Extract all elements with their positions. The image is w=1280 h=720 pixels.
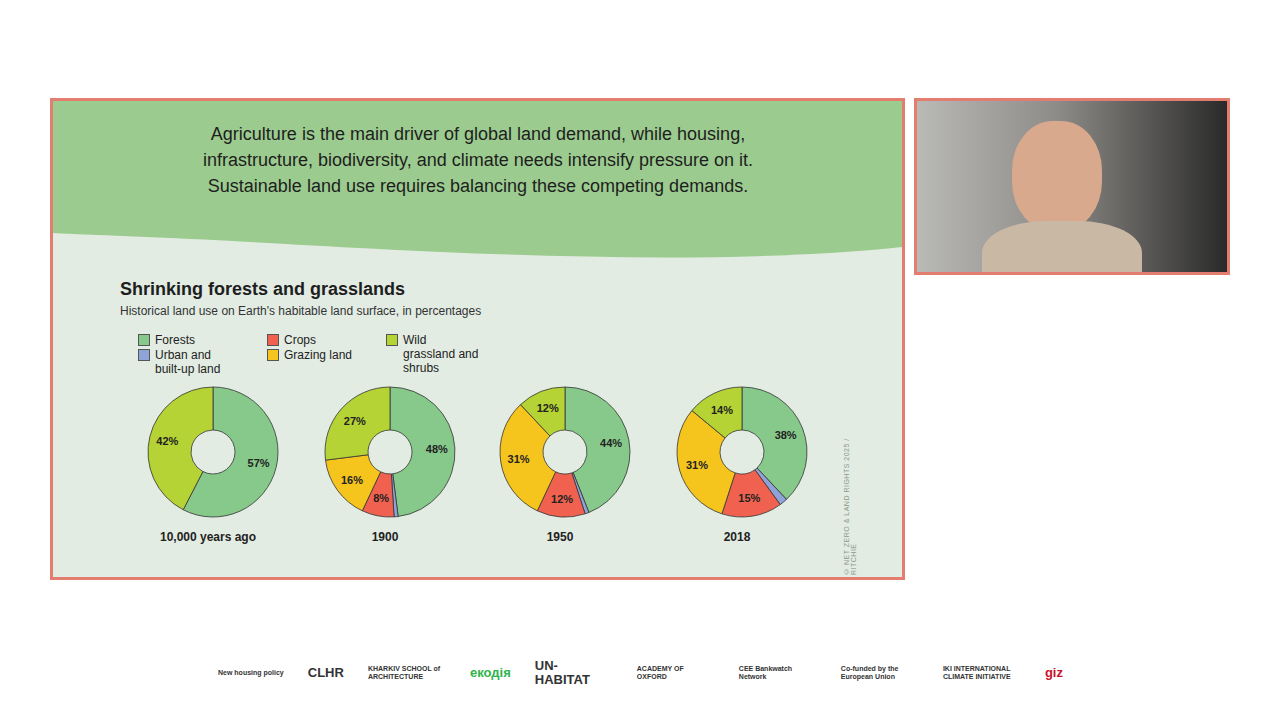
- svg-text:12%: 12%: [551, 493, 573, 505]
- html-text:екодія: екодія: [469, 665, 511, 680]
- html-text:1950: 1950: [546, 530, 574, 544]
- svg-text:57%: 57%: [248, 457, 270, 469]
- html-text:CLHR: CLHR: [307, 665, 344, 680]
- html-text:UN-HABITAT: UN-HABITAT: [534, 658, 590, 687]
- html-text:Crops: Crops: [284, 333, 316, 347]
- html-text:KHARKIV SCHOOL of ARCHITECTURE: KHARKIV SCHOOL of ARCHITECTURE: [367, 665, 441, 680]
- svg-text:48%: 48%: [426, 443, 448, 455]
- html-text:© NET ZERO & LAND RIGHTS 2025: © NET ZERO & LAND RIGHTS 2025 / RITCHIE: [843, 438, 857, 575]
- html-text:giz: giz: [1044, 665, 1063, 680]
- html-text:Co-funded by the European Unio: Co-funded by the European Union: [840, 665, 899, 680]
- svg-text:16%: 16%: [341, 474, 363, 486]
- svg-text:31%: 31%: [508, 453, 530, 465]
- html-text:Urban and built-up land: Urban and built-up land: [155, 348, 221, 376]
- svg-text:27%: 27%: [344, 415, 366, 427]
- svg-text:15%: 15%: [738, 492, 760, 504]
- html-text:Wild grassland and shrubs: Wild grassland and shrubs: [403, 333, 479, 375]
- html-text:IKI INTERNATIONAL CLIMATE INIT: IKI INTERNATIONAL CLIMATE INITIATIVE: [942, 665, 1011, 680]
- html-text:New housing policy: New housing policy: [218, 669, 284, 676]
- svg-text:8%: 8%: [373, 492, 389, 504]
- html-text:Forests: Forests: [155, 333, 195, 347]
- html-text:1900: 1900: [371, 530, 399, 544]
- html-text:2018: 2018: [723, 530, 751, 544]
- svg-text:12%: 12%: [537, 402, 559, 414]
- html-text:CEE Bankwatch Network: CEE Bankwatch Network: [738, 665, 793, 680]
- html-text:Grazing land: Grazing land: [284, 348, 352, 362]
- html-text:ACADEMY OF OXFORD: ACADEMY OF OXFORD: [636, 665, 684, 680]
- html-text:Agriculture is the main driver: Agriculture is the main driver of global…: [203, 124, 753, 196]
- html-text:Shrinking forests and grasslan: Shrinking forests and grasslands: [120, 279, 406, 299]
- svg-text:38%: 38%: [775, 429, 797, 441]
- svg-text:42%: 42%: [156, 435, 178, 447]
- svg-text:44%: 44%: [600, 437, 622, 449]
- svg-text:31%: 31%: [686, 459, 708, 471]
- svg-text:14%: 14%: [711, 404, 733, 416]
- html-text:10,000 years ago: 10,000 years ago: [160, 530, 256, 544]
- html-text:Historical land use on Earth's: Historical land use on Earth's habitable…: [120, 304, 482, 318]
